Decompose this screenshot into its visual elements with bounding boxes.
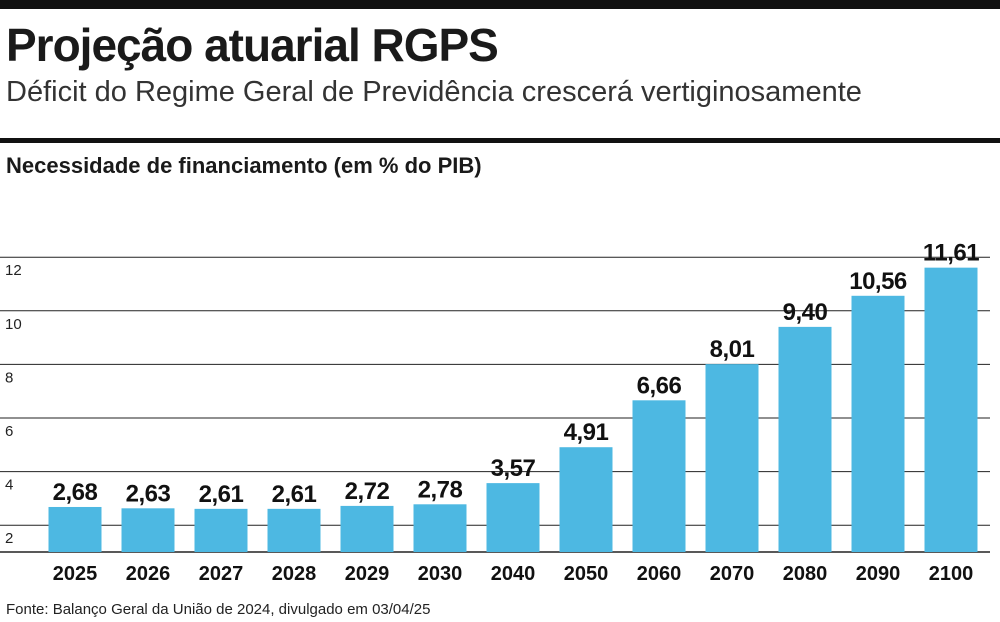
bar-2028 bbox=[267, 508, 321, 552]
value-label-2029: 2,72 bbox=[345, 478, 390, 505]
bar-2100 bbox=[924, 267, 978, 552]
top-rule bbox=[0, 0, 1000, 9]
chart-title: Necessidade de financiamento (em % do PI… bbox=[6, 153, 482, 178]
bars bbox=[48, 267, 978, 552]
y-tick-label-6: 6 bbox=[5, 423, 13, 440]
x-tick-label-2100: 2100 bbox=[929, 563, 974, 585]
page-title: Projeção atuarial RGPS bbox=[6, 19, 499, 71]
bar-2026 bbox=[121, 508, 175, 552]
x-tick-label-2027: 2027 bbox=[199, 563, 244, 585]
y-tick-label-4: 4 bbox=[5, 477, 13, 494]
value-label-2040: 3,57 bbox=[491, 455, 536, 482]
value-label-2025: 2,68 bbox=[53, 479, 98, 506]
source-note: Fonte: Balanço Geral da União de 2024, d… bbox=[6, 601, 431, 618]
bar-2060 bbox=[632, 400, 686, 552]
bar-2025 bbox=[48, 506, 102, 552]
bar-2080 bbox=[778, 326, 832, 552]
value-label-2100: 11,61 bbox=[923, 240, 979, 267]
value-label-2050: 4,91 bbox=[564, 419, 609, 446]
bar-chart: 2 4 6 8 10 12 2,68 2025 2,63 2026 2,61 2027 2,61 2028… bbox=[0, 240, 990, 585]
bar-2029 bbox=[340, 505, 394, 552]
x-tick-label-2030: 2030 bbox=[418, 563, 463, 585]
value-label-2030: 2,78 bbox=[418, 476, 463, 503]
x-tick-label-2025: 2025 bbox=[53, 563, 98, 585]
x-tick-label-2040: 2040 bbox=[491, 563, 536, 585]
x-tick-label-2028: 2028 bbox=[272, 563, 317, 585]
y-tick-label-10: 10 bbox=[5, 316, 22, 333]
value-label-2027: 2,61 bbox=[199, 481, 244, 508]
y-tick-label-8: 8 bbox=[5, 369, 13, 386]
x-tick-label-2070: 2070 bbox=[710, 563, 755, 585]
value-label-2060: 6,66 bbox=[637, 372, 682, 399]
page-subtitle: Déficit do Regime Geral de Previdência c… bbox=[6, 76, 862, 108]
x-tick-label-2050: 2050 bbox=[564, 563, 609, 585]
value-label-2026: 2,63 bbox=[126, 480, 171, 507]
section-rule bbox=[0, 138, 1000, 143]
x-tick-label-2060: 2060 bbox=[637, 563, 682, 585]
bar-2040 bbox=[486, 483, 540, 552]
bar-2070 bbox=[705, 364, 759, 552]
y-tick-label-12: 12 bbox=[5, 262, 22, 279]
x-tick-label-2026: 2026 bbox=[126, 563, 171, 585]
x-tick-label-2029: 2029 bbox=[345, 563, 390, 585]
bar-2030 bbox=[413, 504, 467, 552]
bar-2050 bbox=[559, 447, 613, 552]
value-label-2028: 2,61 bbox=[272, 481, 317, 508]
value-label-2070: 8,01 bbox=[710, 336, 755, 363]
y-tick-label-2: 2 bbox=[5, 530, 13, 547]
value-label-2090: 10,56 bbox=[849, 268, 907, 295]
bar-2090 bbox=[851, 295, 905, 552]
bar-2027 bbox=[194, 508, 248, 552]
x-tick-label-2090: 2090 bbox=[856, 563, 901, 585]
x-tick-label-2080: 2080 bbox=[783, 563, 828, 585]
labels: 2 4 6 8 10 12 2,68 2025 2,63 2026 2,61 2027 2,61 2028… bbox=[5, 240, 980, 585]
value-label-2080: 9,40 bbox=[783, 299, 828, 326]
